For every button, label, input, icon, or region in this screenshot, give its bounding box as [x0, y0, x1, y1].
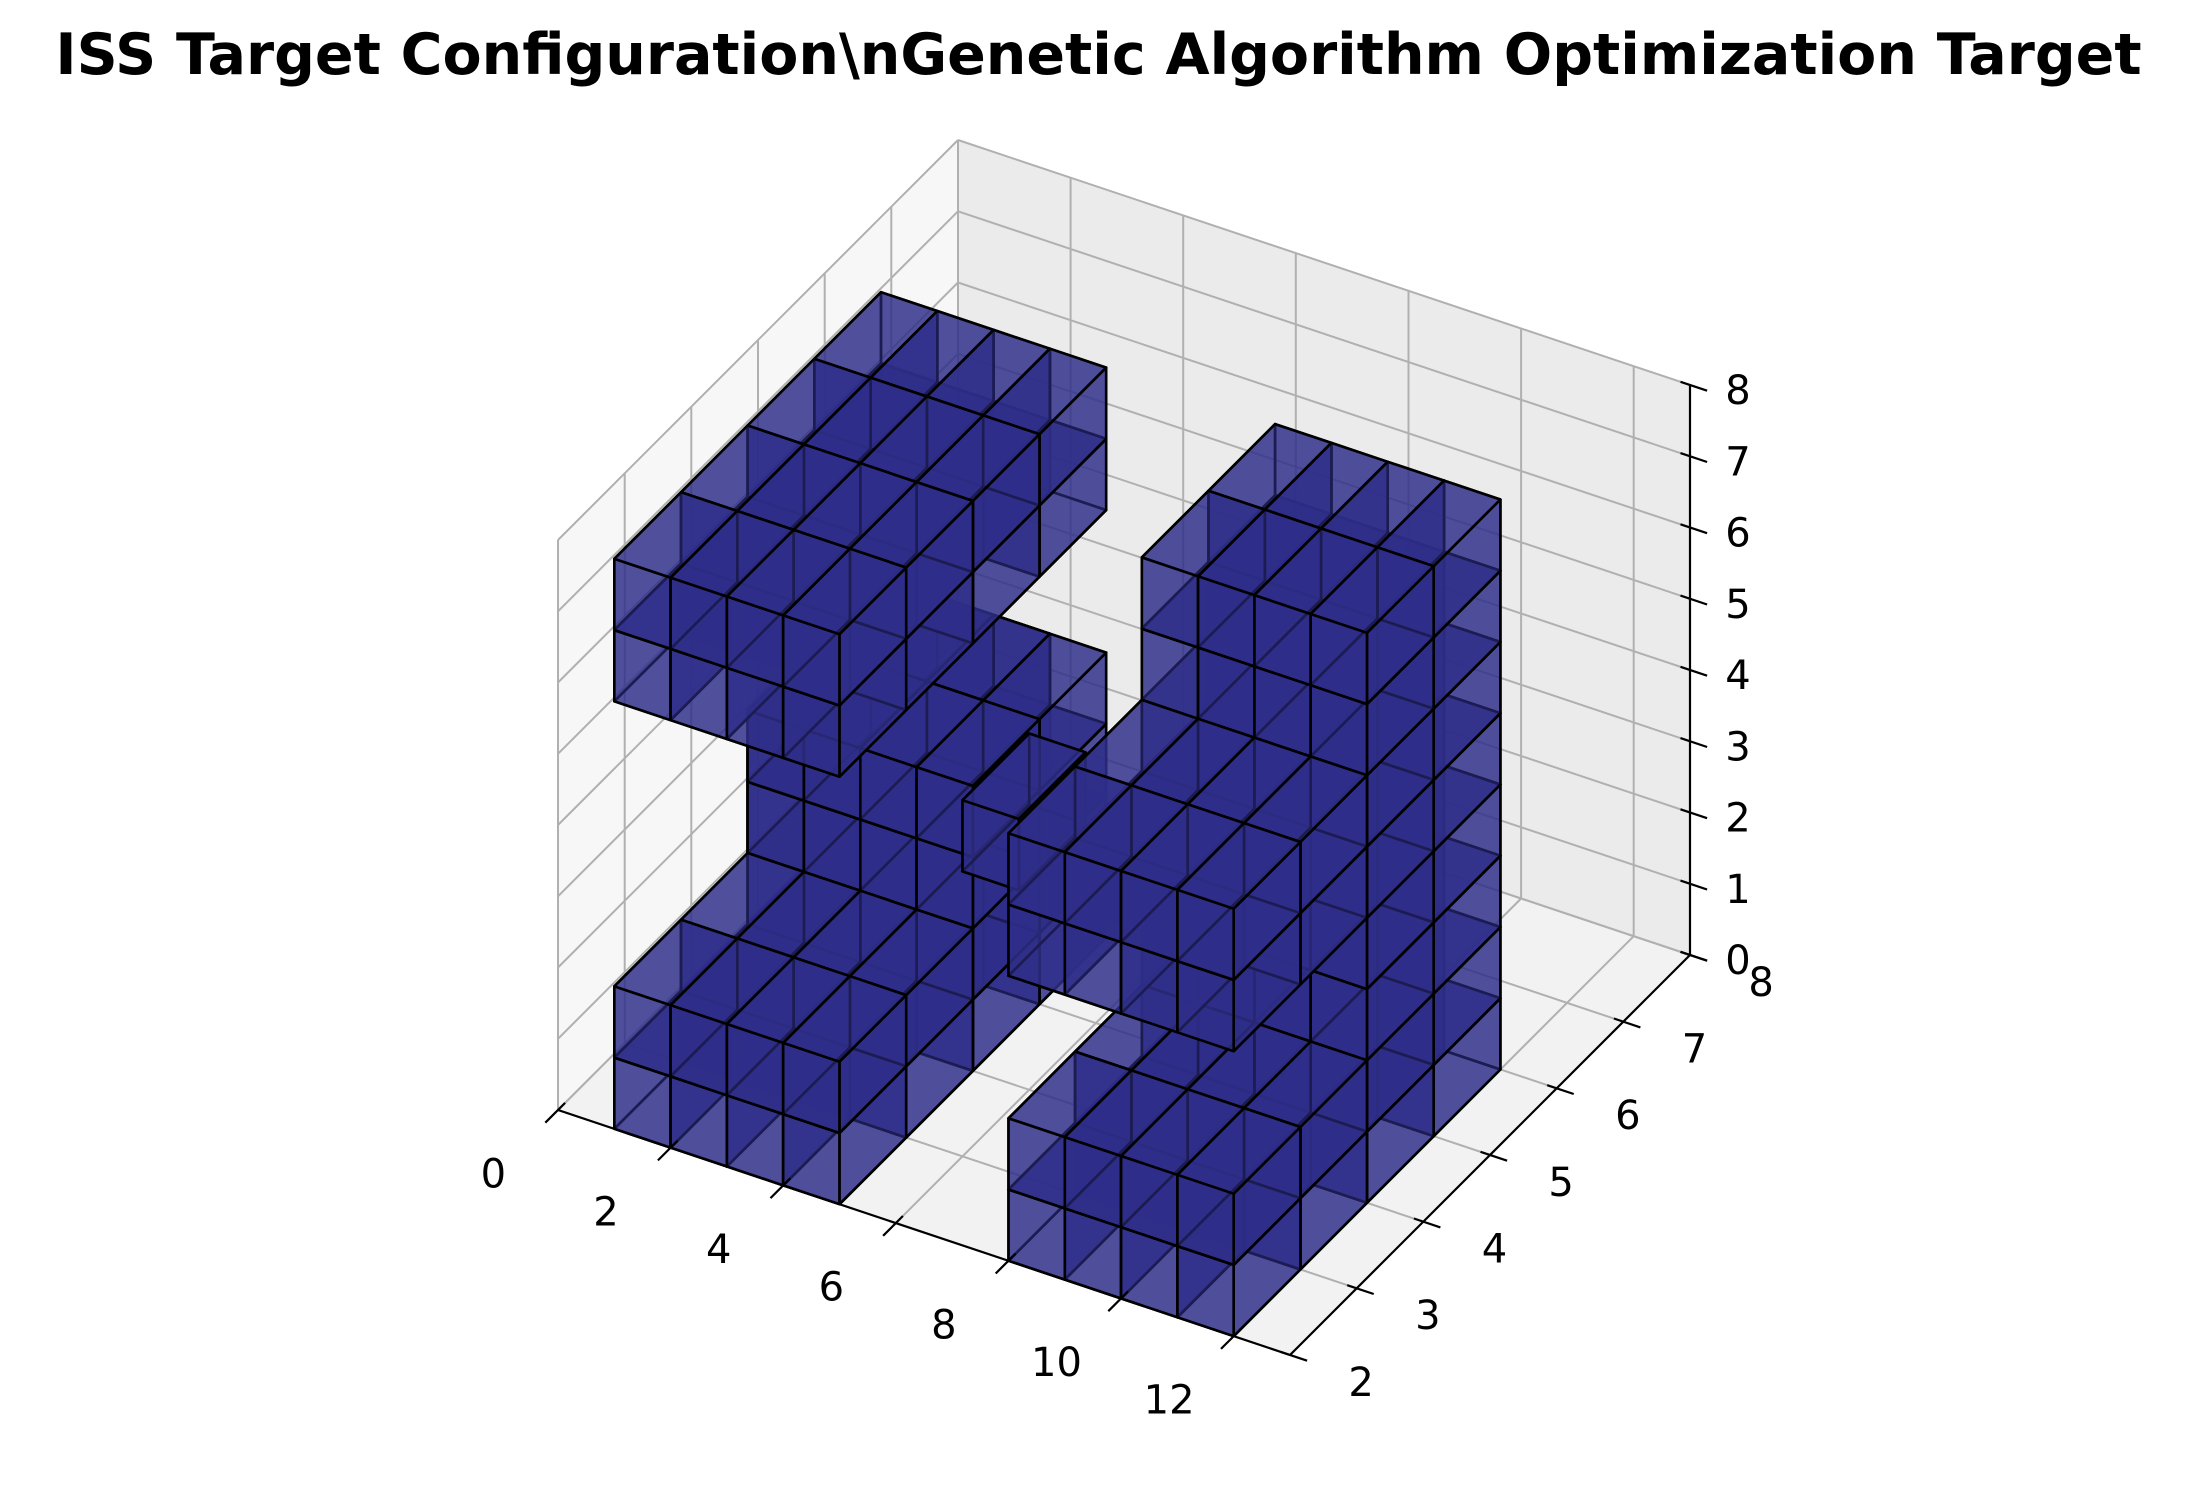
y-tick — [1413, 1217, 1441, 1229]
x-tick — [882, 1215, 904, 1237]
z-tick-label: 5 — [1725, 582, 1750, 628]
voxel-cube — [1309, 545, 1435, 706]
voxel-face — [1176, 1106, 1302, 1195]
z-tick — [1680, 879, 1708, 891]
voxel-cube — [781, 547, 908, 707]
y-tick-label: 8 — [1748, 960, 1773, 1006]
chart-title: ISS Target Configuration\nGenetic Algori… — [55, 22, 2142, 88]
z-tick — [1680, 737, 1708, 749]
y-tick-label: 4 — [1482, 1227, 1507, 1273]
voxel-cube — [1176, 821, 1302, 982]
x-tick — [544, 1102, 566, 1124]
y-tick — [1346, 1284, 1375, 1296]
z-tick-label: 8 — [1725, 368, 1750, 414]
voxel-cubes — [612, 290, 1502, 1338]
z-tick-label: 0 — [1725, 938, 1750, 984]
voxel-face — [915, 699, 1041, 788]
x-tick — [994, 1252, 1017, 1275]
z-tick — [1680, 808, 1708, 820]
voxel-cube — [1176, 1106, 1302, 1267]
y-tick-label: 6 — [1615, 1093, 1640, 1139]
voxel-face — [781, 974, 908, 1063]
x-tick-label: 10 — [1031, 1340, 1082, 1386]
x-tick — [769, 1177, 792, 1199]
x-tick-label: 12 — [1144, 1378, 1195, 1424]
y-tick — [1613, 1017, 1641, 1029]
x-tick-label: 2 — [593, 1189, 618, 1235]
voxel-face — [1176, 821, 1302, 911]
y-tick-label: 3 — [1415, 1293, 1440, 1339]
z-tick — [1680, 523, 1708, 535]
x-tick-label: 8 — [931, 1302, 956, 1348]
z-tick — [1680, 665, 1708, 677]
voxel-face — [781, 547, 908, 636]
x-axis-line — [557, 1108, 1291, 1357]
z-tick — [1680, 380, 1708, 392]
z-tick-label: 3 — [1725, 724, 1750, 770]
y-tick — [1546, 1084, 1575, 1096]
grid-line-z-back — [957, 281, 1691, 529]
y-tick-label: 2 — [1348, 1360, 1373, 1406]
voxel-face — [1309, 545, 1435, 635]
x-tick-label: 0 — [481, 1152, 506, 1198]
z-tick — [1680, 950, 1708, 962]
voxel-face — [961, 732, 1087, 821]
z-tick — [1680, 452, 1708, 464]
z-tick-label: 4 — [1725, 653, 1750, 699]
grid-line-z-back — [957, 139, 1691, 386]
x-tick — [1220, 1328, 1242, 1350]
z-tick-label: 6 — [1725, 511, 1750, 557]
z-tick-label: 1 — [1725, 867, 1750, 913]
y-tick — [1280, 1350, 1308, 1362]
z-tick-label: 2 — [1725, 796, 1750, 842]
x-tick — [657, 1139, 679, 1162]
y-tick-label: 5 — [1548, 1160, 1573, 1206]
x-tick-label: 6 — [819, 1265, 844, 1311]
grid-line-z-side — [557, 139, 959, 541]
grid-line-z-side — [557, 210, 959, 613]
voxel-cube — [781, 974, 908, 1135]
x-tick — [1107, 1290, 1129, 1312]
z-tick-label: 7 — [1725, 439, 1750, 485]
x-tick-label: 4 — [706, 1227, 731, 1273]
z-tick — [1680, 594, 1708, 606]
y-tick-label: 7 — [1682, 1027, 1707, 1073]
grid-line-z-back — [957, 210, 1691, 458]
y-tick — [1480, 1150, 1508, 1162]
